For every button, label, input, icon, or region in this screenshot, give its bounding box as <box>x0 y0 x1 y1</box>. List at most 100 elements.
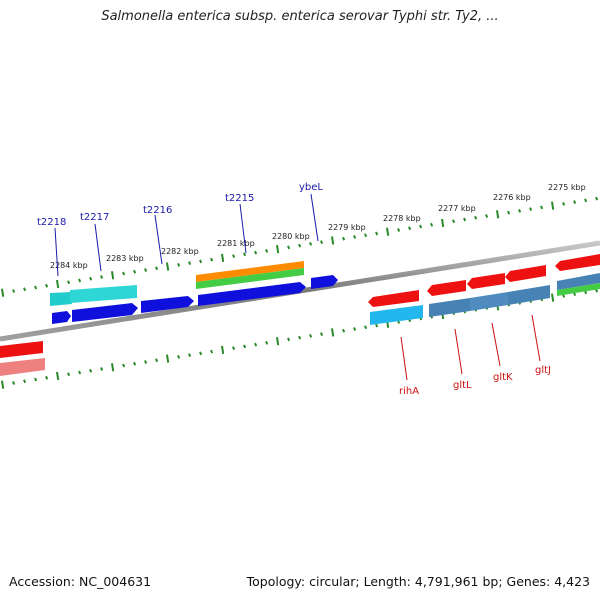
minor-tick <box>419 224 423 229</box>
gene-blue-3[interactable] <box>141 296 194 313</box>
minor-tick <box>430 222 434 227</box>
minor-tick <box>474 215 478 220</box>
minor-tick <box>353 235 357 239</box>
scale-label-2284: 2284 kbp <box>50 261 88 270</box>
minor-tick <box>518 208 522 213</box>
minor-tick <box>78 370 82 375</box>
gene-rihA-feature[interactable] <box>370 305 423 325</box>
leader-t2215 <box>239 203 247 254</box>
minor-tick <box>210 349 214 354</box>
minor-tick <box>177 262 181 267</box>
minor-tick <box>265 249 269 253</box>
gene-red-2[interactable] <box>427 280 466 296</box>
minor-tick <box>133 269 137 274</box>
gene-blue-2[interactable] <box>72 303 138 322</box>
gene-gltK-feature[interactable] <box>470 292 508 311</box>
scale-label-2275: 2275 kbp <box>548 183 586 192</box>
major-tick <box>276 244 280 254</box>
gene-orange-feature[interactable] <box>196 261 304 282</box>
major-tick <box>1 288 5 297</box>
major-tick <box>331 328 335 337</box>
minor-tick <box>100 275 104 279</box>
map-title: Salmonella enterica subsp. enterica sero… <box>101 9 499 24</box>
gene-steel-right[interactable] <box>557 273 600 290</box>
leader-ybeL <box>310 193 319 242</box>
gene-t2217-feature[interactable] <box>70 285 137 303</box>
minor-tick <box>133 361 137 366</box>
gene-gltJ-feature[interactable] <box>508 285 550 305</box>
minor-tick <box>298 335 302 340</box>
gene-pink-left[interactable] <box>0 358 45 376</box>
minor-tick <box>562 201 566 206</box>
minor-tick <box>232 346 236 350</box>
minor-tick <box>12 381 16 385</box>
gene-t2218-feature[interactable] <box>50 292 72 306</box>
major-tick <box>551 201 555 210</box>
minor-tick <box>287 337 291 342</box>
gene-red-5[interactable] <box>555 254 600 271</box>
gene-green-feature[interactable] <box>196 268 304 289</box>
gene-blue-5[interactable] <box>311 275 338 289</box>
gene-label-t2216[interactable]: t2216 <box>143 205 172 216</box>
minor-tick <box>298 243 302 248</box>
gene-green-right[interactable] <box>557 283 600 296</box>
minor-tick <box>243 252 247 257</box>
gene-label-t2215[interactable]: t2215 <box>225 193 254 204</box>
minor-tick <box>320 332 324 337</box>
gene-label-ybeL[interactable]: ybeL <box>299 182 323 193</box>
gene-features <box>0 254 600 376</box>
gene-red-left[interactable] <box>0 341 43 358</box>
minor-tick <box>34 377 38 382</box>
major-tick <box>496 210 500 219</box>
gene-blue-4[interactable] <box>198 282 306 306</box>
gene-label-rihA[interactable]: rihA <box>399 386 419 397</box>
lower-label-leaders <box>400 314 541 381</box>
gene-red-3[interactable] <box>467 273 505 289</box>
scale-label-2276: 2276 kbp <box>493 193 531 202</box>
minor-tick <box>199 259 203 264</box>
gene-gltL-feature[interactable] <box>429 298 470 317</box>
minor-tick <box>12 289 16 293</box>
scale-label-2281: 2281 kbp <box>217 239 255 248</box>
minor-tick <box>595 288 599 293</box>
minor-tick <box>507 210 511 215</box>
gene-label-t2218[interactable]: t2218 <box>37 217 66 228</box>
minor-tick <box>540 205 544 210</box>
major-tick <box>166 262 170 271</box>
gene-red-4[interactable] <box>505 265 546 282</box>
minor-tick <box>375 323 379 328</box>
leader-gltJ <box>531 314 541 362</box>
minor-tick <box>265 341 269 345</box>
minor-tick <box>144 360 148 364</box>
scale-label-2277: 2277 kbp <box>438 204 476 213</box>
gene-label-gltK[interactable]: gltK <box>493 372 513 383</box>
scale-label-2279: 2279 kbp <box>328 223 366 232</box>
minor-tick <box>188 353 192 357</box>
minor-tick <box>232 254 236 258</box>
upper-tick-track <box>1 196 599 297</box>
scale-label-2278: 2278 kbp <box>383 214 421 223</box>
minor-tick <box>23 287 27 292</box>
gene-red-1[interactable] <box>368 290 419 307</box>
minor-tick <box>122 363 126 368</box>
minor-tick <box>254 342 258 347</box>
gene-label-gltJ[interactable]: gltJ <box>535 365 551 376</box>
minor-tick <box>188 261 192 265</box>
minor-tick <box>23 379 27 384</box>
leader-rihA <box>400 336 408 381</box>
gene-label-t2217[interactable]: t2217 <box>80 212 109 223</box>
minor-tick <box>89 368 93 373</box>
gene-label-gltL[interactable]: gltL <box>453 380 472 391</box>
leader-t2218 <box>54 227 59 277</box>
scale-label-2283: 2283 kbp <box>106 254 144 263</box>
minor-tick <box>254 250 258 255</box>
major-tick <box>166 354 170 363</box>
gene-blue-small-1[interactable] <box>52 311 71 324</box>
leader-t2216 <box>154 214 163 265</box>
minor-tick <box>210 257 214 262</box>
minor-tick <box>199 351 203 356</box>
minor-tick <box>89 276 93 281</box>
minor-tick <box>45 283 49 288</box>
minor-tick <box>155 266 159 271</box>
